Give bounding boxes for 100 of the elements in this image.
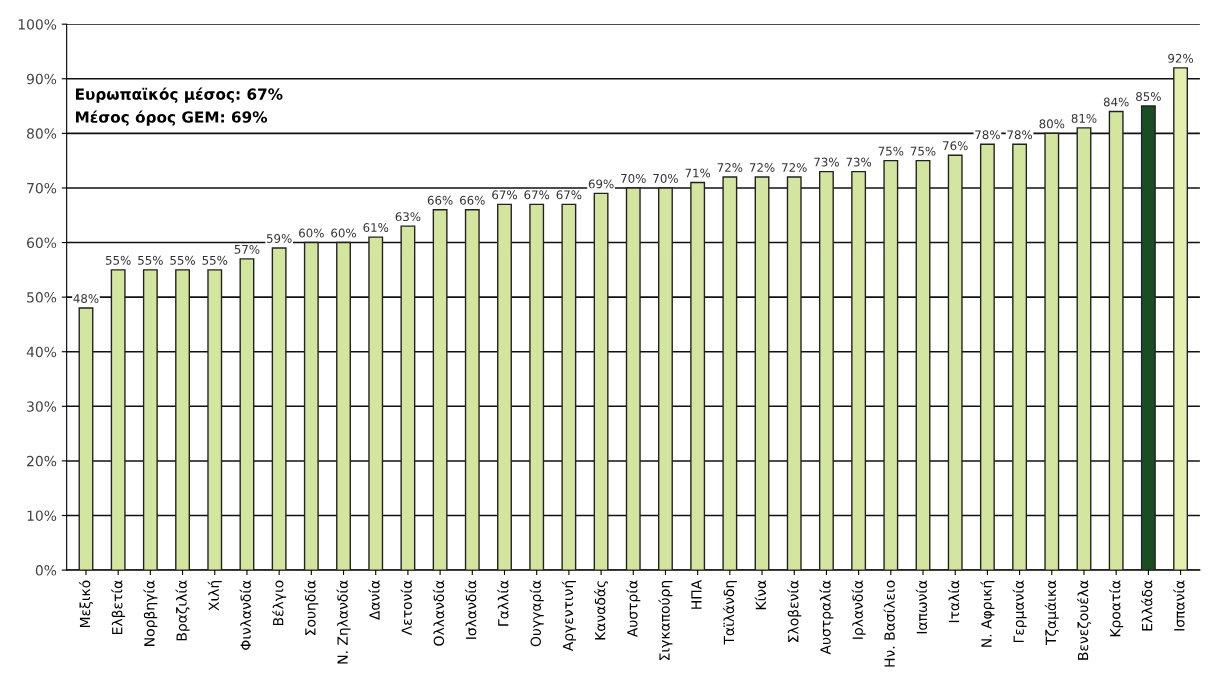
data-label: 61% xyxy=(363,223,389,233)
bar xyxy=(593,192,609,571)
x-tick-label: Αυστραλία xyxy=(819,580,834,655)
bar xyxy=(464,209,480,571)
x-tick-label: Φινλανδία xyxy=(239,580,251,650)
x-tick-label: Ισπανία xyxy=(1173,580,1185,631)
data-label: 48% xyxy=(73,294,99,303)
x-tick-label: Ην. Βασίλειο xyxy=(883,580,895,667)
bar xyxy=(303,241,319,571)
bar xyxy=(207,269,223,571)
data-label: 80% xyxy=(1039,119,1065,129)
bar xyxy=(110,269,126,571)
y-tick-label: 60% xyxy=(27,237,57,249)
y-tick-label: 0% xyxy=(35,565,57,576)
x-tick-label: Ν. Αφρική xyxy=(980,580,995,647)
y-tick-label: 100% xyxy=(18,19,57,30)
data-label: 73% xyxy=(846,157,872,167)
bar xyxy=(1012,143,1028,571)
y-tick-label: 80% xyxy=(27,128,57,139)
bar xyxy=(529,203,545,571)
annotation: Μέσος όρος GEM: 69% xyxy=(76,110,268,126)
data-label: 78% xyxy=(975,130,1000,140)
data-label: 92% xyxy=(1168,53,1194,63)
bar xyxy=(1108,110,1124,571)
x-tick-label: Λετονία xyxy=(400,580,412,636)
data-label: 85% xyxy=(1136,92,1161,101)
data-label: 60% xyxy=(331,228,356,238)
annotation: Ευρωπαϊκός μέσος: 67% xyxy=(76,87,283,103)
data-label: 76% xyxy=(943,141,968,151)
bar xyxy=(1140,105,1156,571)
x-tick-label: Νορβηγία xyxy=(143,580,158,646)
y-tick-label: 30% xyxy=(27,401,57,412)
data-label: 67% xyxy=(524,190,550,200)
x-tick-label: Γαλλία xyxy=(497,580,509,626)
x-tick-label: Ν. Ζηλανδία xyxy=(336,580,351,664)
bar xyxy=(1076,127,1092,571)
bar xyxy=(786,176,802,571)
bar xyxy=(78,307,94,571)
data-label: 55% xyxy=(138,255,163,265)
bar xyxy=(625,187,641,571)
bar xyxy=(658,187,673,571)
bar xyxy=(851,170,867,571)
x-tick-label: Ιρλανδία xyxy=(851,580,866,639)
data-label: 66% xyxy=(460,195,485,205)
bar xyxy=(979,143,995,571)
x-tick-label: Κίνα xyxy=(754,580,767,610)
bar xyxy=(883,159,899,571)
data-label: 63% xyxy=(395,212,421,222)
y-tick-label: 40% xyxy=(26,346,57,358)
data-label: 67% xyxy=(556,190,582,200)
data-label: 55% xyxy=(170,255,196,265)
data-label: 57% xyxy=(234,244,260,254)
x-tick-label: Αργεντινή xyxy=(561,580,576,652)
data-label: 70% xyxy=(621,173,646,183)
bar xyxy=(754,176,770,571)
bar xyxy=(497,203,512,571)
bar xyxy=(915,159,931,571)
x-tick-label: Σουηδία xyxy=(304,580,319,635)
y-tick-label: 70% xyxy=(27,182,57,194)
bar xyxy=(690,181,706,571)
bar xyxy=(271,247,287,571)
x-tick-label: Τζαμάικα xyxy=(1044,580,1059,646)
data-label: 75% xyxy=(910,146,936,156)
x-tick-label: Ισλανδία xyxy=(465,580,477,639)
data-label: 67% xyxy=(492,190,517,200)
x-tick-label: Αυστρία xyxy=(626,580,641,638)
y-tick-label: 90% xyxy=(26,73,57,85)
x-tick-label: Χιλή xyxy=(207,580,222,611)
data-label: 72% xyxy=(749,163,775,172)
data-label: 71% xyxy=(685,168,711,178)
x-tick-label: Κροατία xyxy=(1109,580,1124,637)
x-tick-label: Καναδάς xyxy=(594,581,609,640)
data-label: 72% xyxy=(717,163,743,172)
bar xyxy=(722,176,738,571)
data-label: 70% xyxy=(653,173,678,183)
data-label: 66% xyxy=(427,195,453,205)
x-tick-label: Ταϊλάνδη xyxy=(722,580,737,645)
data-label: 72% xyxy=(782,163,807,172)
x-tick-label: Γερμανία xyxy=(1012,580,1027,643)
bar xyxy=(368,236,384,571)
x-tick-label: Βραζιλία xyxy=(175,580,190,641)
data-label: 81% xyxy=(1071,113,1097,123)
bar xyxy=(1044,132,1060,571)
bar xyxy=(239,258,255,571)
bar xyxy=(947,154,963,571)
data-label: 69% xyxy=(588,179,614,189)
bar xyxy=(336,241,351,571)
x-tick-label: Ιταλία xyxy=(947,580,960,623)
data-label: 55% xyxy=(105,255,131,265)
y-tick-label: 10% xyxy=(27,510,57,521)
x-tick-label: ΗΠΑ xyxy=(691,579,702,609)
x-tick-label: Βενεζουέλα xyxy=(1076,580,1091,660)
x-tick-label: Ιαπωνία xyxy=(915,580,928,634)
x-tick-label: Σλοβενία xyxy=(787,580,802,642)
bar xyxy=(432,209,448,571)
y-tick-label: 20% xyxy=(27,455,57,467)
data-label: 55% xyxy=(202,255,228,265)
bar xyxy=(175,269,191,571)
data-label: 75% xyxy=(878,146,904,156)
bar xyxy=(561,203,577,571)
